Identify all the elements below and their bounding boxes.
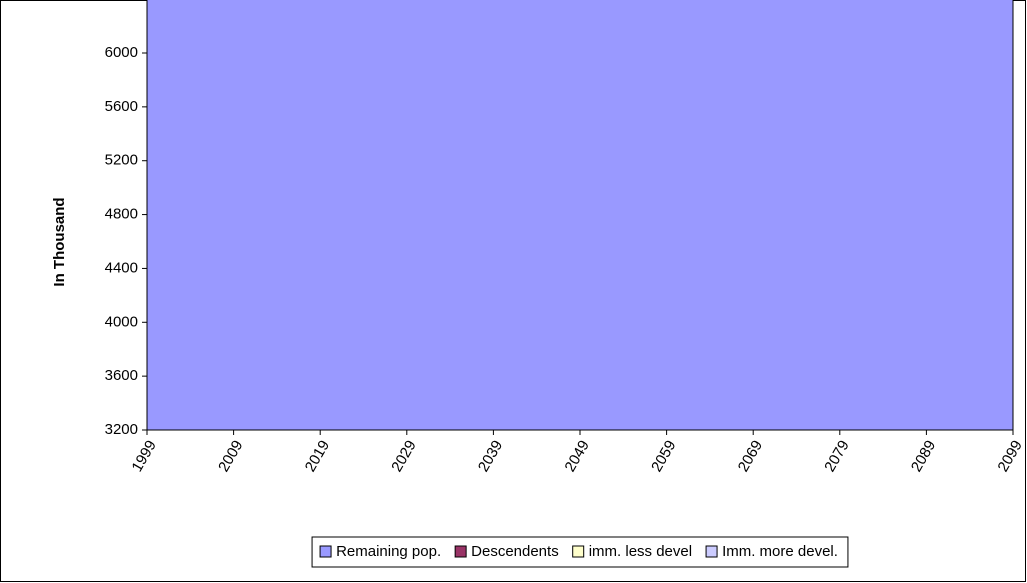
y-tick-label: 5600 xyxy=(105,98,138,115)
legend-swatch xyxy=(319,545,332,558)
legend-label: Remaining pop. xyxy=(336,543,441,560)
legend-swatch xyxy=(454,545,467,558)
legend-swatch xyxy=(572,545,585,558)
y-tick-label: 4800 xyxy=(105,206,138,223)
y-tick-label: 3200 xyxy=(105,421,138,438)
y-tick-label: 6000 xyxy=(105,44,138,61)
legend-swatch xyxy=(705,545,718,558)
y-tick-label: 5200 xyxy=(105,152,138,169)
legend-label: Imm. more devel. xyxy=(722,543,838,560)
y-tick-label: 4000 xyxy=(105,313,138,330)
y-tick-label: 3600 xyxy=(105,367,138,384)
y-tick-label: 4400 xyxy=(105,259,138,276)
area xyxy=(146,0,1014,431)
legend-label: Descendents xyxy=(471,543,559,560)
legend: Remaining pop. Descendents imm. less devel… xyxy=(311,536,849,568)
legend-label: imm. less devel xyxy=(589,543,692,560)
y-axis-label: In Thousand xyxy=(51,197,68,286)
